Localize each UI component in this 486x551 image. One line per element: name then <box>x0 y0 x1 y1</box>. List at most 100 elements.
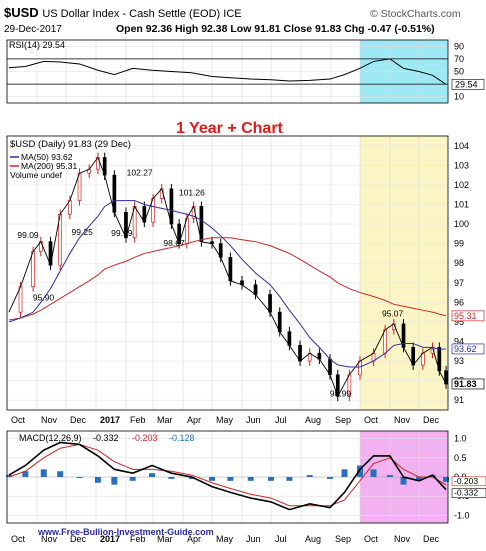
macd-hist-bar <box>111 477 118 485</box>
rsi-last-box <box>451 79 485 90</box>
price-annotation: 99.25 <box>72 227 94 237</box>
macd-hist-bar <box>327 477 334 479</box>
ma50-line <box>8 200 447 368</box>
macd-hist-bar <box>227 477 234 481</box>
rsi-tick-label: 10 <box>454 92 464 102</box>
price-x-label: Dec <box>70 415 87 425</box>
price-last-label: 91.83 <box>454 379 477 389</box>
macd-x-label: Apr <box>187 534 201 544</box>
macd-hist-bar <box>268 477 275 481</box>
price-tick-label: 104 <box>454 141 469 151</box>
price-bar-body <box>18 286 23 313</box>
price-annotation: 102.27 <box>127 168 153 178</box>
price-tick-label: 93 <box>454 356 464 366</box>
price-tick-label: 99 <box>454 239 464 249</box>
price-tick-label: 96 <box>454 297 464 307</box>
price-last-label: 95.31 <box>454 311 477 321</box>
rsi-line <box>8 58 447 85</box>
macd-tick-label: 1.0 <box>454 434 467 444</box>
volume-legend: Volume undef <box>10 170 63 180</box>
price-annotation: 98.67 <box>163 238 185 248</box>
symbol-title: $USD US Dollar Index - Cash Settle (EOD)… <box>4 5 242 20</box>
price-x-label: Dec <box>423 415 440 425</box>
price-tick-label: 98 <box>454 258 464 268</box>
macd-x-label: May <box>216 534 234 544</box>
macd-x-label: Dec <box>70 534 87 544</box>
macd-x-label: Nov <box>394 534 411 544</box>
macd-signal-line <box>8 443 447 507</box>
price-bar-body <box>383 329 387 354</box>
price-legend: $USD (Daily) 91.83 (29 Dec) <box>10 139 131 150</box>
macd-legend-name: MACD(12,26,9) <box>19 433 82 443</box>
price-x-label: Nov <box>394 415 411 425</box>
price-annotation: 95.90 <box>33 292 55 302</box>
macd-last-label: -0.203 <box>454 476 478 486</box>
macd-hist-bar <box>247 477 254 481</box>
rsi-tick-label: 90 <box>454 41 464 51</box>
ma200-legend: MA(200) 95.31 <box>21 161 77 171</box>
price-annotation: 101.26 <box>179 187 205 197</box>
macd-hist-bar <box>57 471 64 477</box>
price-tick-label: 102 <box>454 180 469 190</box>
macd-x-label: Oct <box>11 534 26 544</box>
macd-tick-label: -1.0 <box>454 510 470 520</box>
price-annotation: 90.99 <box>330 388 352 398</box>
ohlc-readout: Open 92.36 High 92.38 Low 91.81 Close 91… <box>116 23 435 35</box>
footer-url: www.Free-Bullion-Investment-Guide.com <box>38 527 214 537</box>
price-bar-body <box>253 284 258 295</box>
panel-border-1 <box>6 39 449 104</box>
macd-hist-bar <box>168 477 175 479</box>
macd-hist-bar <box>40 469 47 477</box>
header-date: 29-Dec-2017 <box>4 24 62 35</box>
price-tick-label: 91 <box>454 395 464 405</box>
price-x-label: Sep <box>335 415 351 425</box>
price-annotation: 99.09 <box>17 230 39 240</box>
price-bar-body <box>328 358 332 376</box>
price-tick-label: 97 <box>454 278 464 288</box>
symbol: $USD <box>4 5 39 20</box>
price-x-label: Mar <box>157 415 173 425</box>
macd-hist-bar <box>415 477 422 481</box>
macd-hist-bar <box>149 473 156 477</box>
macd-hist-bar <box>76 477 83 478</box>
ma50-legend: MA(50) 93.62 <box>21 152 73 162</box>
price-tick-label: 95 <box>454 317 464 327</box>
price-x-label: Feb <box>130 415 146 425</box>
price-x-label: Aug <box>305 415 321 425</box>
macd-hist-bar <box>356 465 363 477</box>
macd-hist-bar <box>94 477 101 483</box>
macd-hist-bar <box>22 471 29 477</box>
price-x-label: May <box>216 415 234 425</box>
panel-border-2 <box>6 135 449 411</box>
macd-hist-bar <box>5 475 12 477</box>
price-x-label: Oct <box>364 415 379 425</box>
price-close-line <box>8 156 447 398</box>
price-tick-label: 101 <box>454 200 469 210</box>
macd-x-label: Feb <box>130 534 146 544</box>
macd-x-label: Jun <box>246 534 261 544</box>
price-x-label: Jul <box>275 415 287 425</box>
price-last-box <box>451 310 485 322</box>
price-last-label: 93.62 <box>454 344 477 354</box>
macd-hist-bar <box>400 477 407 485</box>
price-bar-body <box>268 294 272 313</box>
price-tick-label: 100 <box>454 219 469 229</box>
macd-last-label: -0.332 <box>454 488 478 498</box>
price-tick-label: 94 <box>454 337 464 347</box>
panel-border-3 <box>6 430 449 524</box>
macd-hist-bar <box>370 469 377 477</box>
watermark: © StockCharts.com <box>370 8 461 20</box>
rsi-tick-label: 70 <box>454 54 464 64</box>
macd-hist-bar <box>341 469 348 477</box>
macd-x-label: Mar <box>157 534 173 544</box>
macd-hist-bar <box>443 477 450 482</box>
macd-line <box>8 441 447 511</box>
macd-hist-bar <box>386 475 393 477</box>
macd-last-box <box>451 488 486 499</box>
rsi-last-label: 29.54 <box>455 79 478 89</box>
macd-last-box <box>451 476 486 487</box>
price-last-box <box>451 343 485 355</box>
macd-x-label: Jul <box>275 534 287 544</box>
overlay-title: 1 Year + Chart <box>176 120 283 137</box>
